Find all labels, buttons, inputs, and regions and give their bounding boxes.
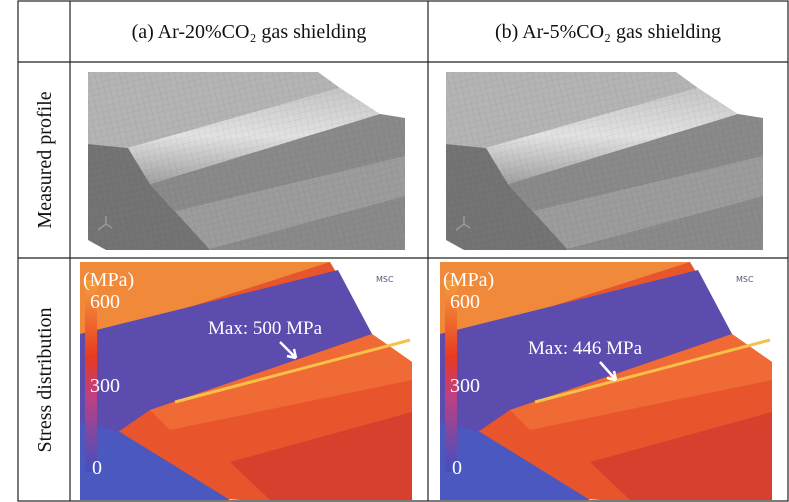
unit-label: (MPa) [83,269,134,291]
max-annotation: Max: 500 MPa [208,318,323,339]
column-header: (b) Ar-5%CO₂ gas shielding [495,21,721,43]
scale-label: 0 [92,457,102,479]
scale-label: 300 [450,375,480,397]
stress-image [80,262,412,500]
profile-image [446,72,763,250]
scale-label: 600 [90,291,120,313]
stress-panel: (MPa) 600 300 0 Max: 446 MPa [440,262,772,500]
figure: MSC (a) Ar-20%CO₂ gas shielding (b) Ar-5… [0,0,789,502]
page: MSC (a) Ar-20%CO₂ gas shielding (b) Ar-5… [0,0,789,502]
row-label: Stress distribution [34,307,56,452]
column-header: (a) Ar-20%CO₂ gas shielding [132,21,367,43]
scale-label: 0 [452,457,462,479]
stress-image [440,262,772,500]
stress-panel: (MPa) 600 300 0 Max: 500 MPa [80,262,412,500]
unit-label: (MPa) [443,269,494,291]
scale-label: 300 [90,375,120,397]
row-label: Measured profile [34,91,56,228]
profile-image [88,72,405,250]
max-annotation: Max: 446 MPa [528,338,643,359]
scale-label: 600 [450,291,480,313]
